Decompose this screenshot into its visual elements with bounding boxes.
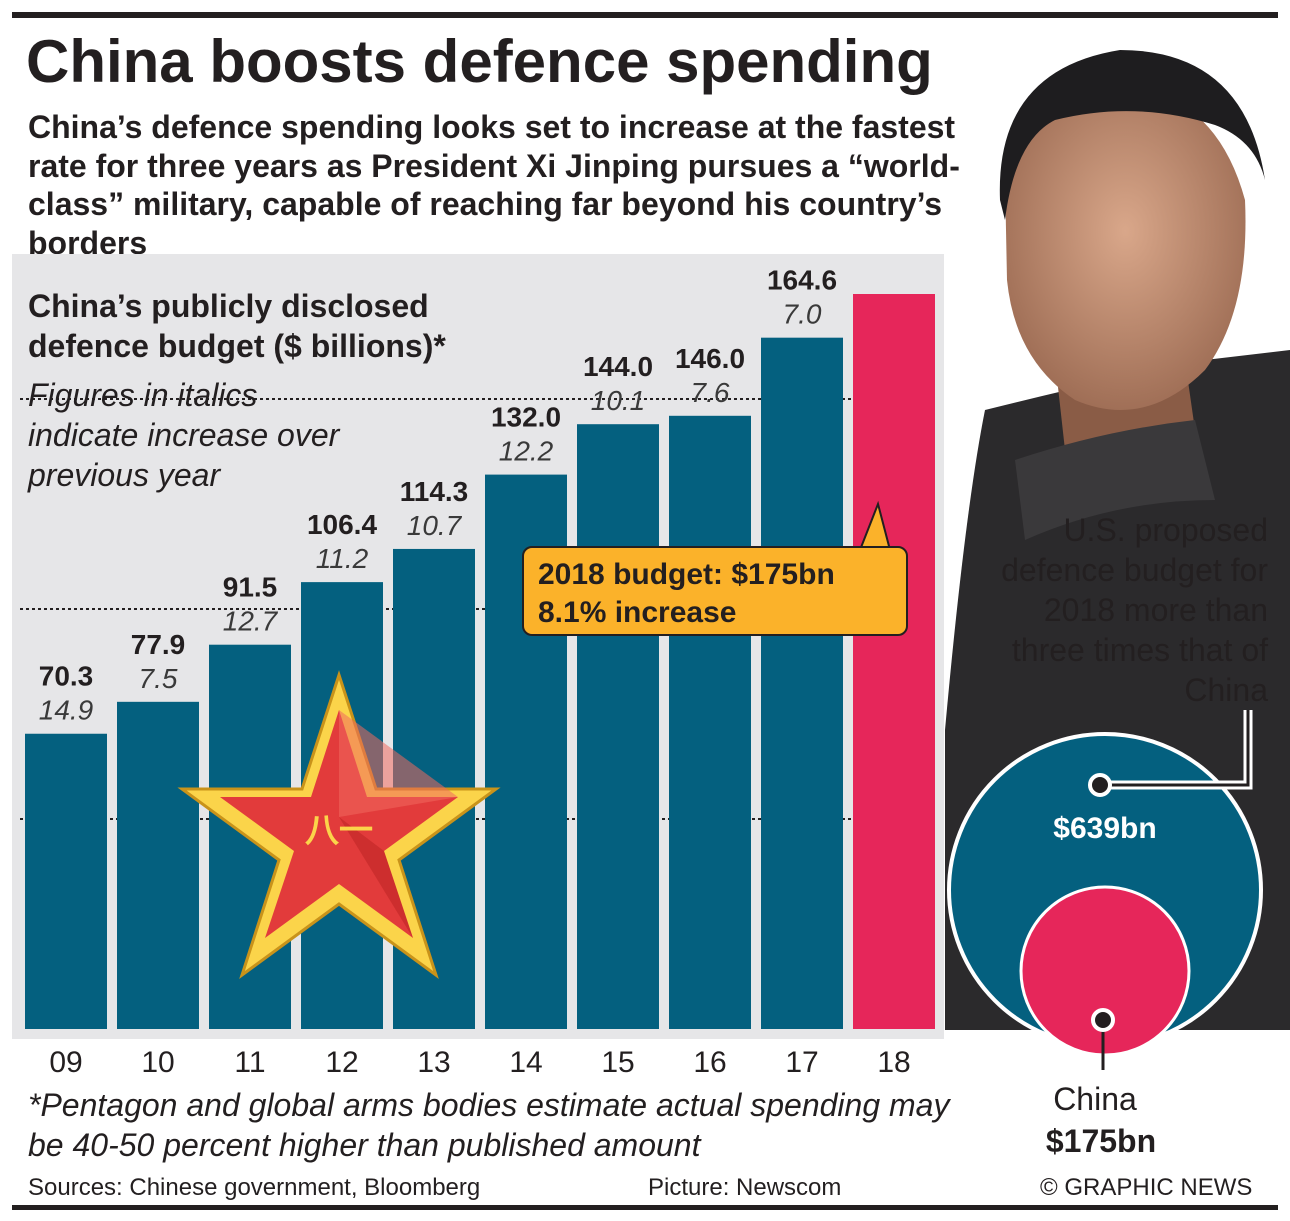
value-label: 70.3 — [39, 661, 94, 692]
us-comparison-text: U.S. proposed defence budget for 2018 mo… — [980, 510, 1268, 710]
increase-label: 10.7 — [407, 510, 463, 541]
bottom-rule — [12, 1205, 1278, 1210]
sources: Sources: Chinese government, Bloomberg — [28, 1174, 480, 1202]
increase-label: 12.7 — [223, 606, 279, 637]
footnote: *Pentagon and global arms bodies estimat… — [28, 1085, 988, 1165]
bar-15 — [577, 424, 659, 1029]
us-budget-value: $639bn — [1040, 812, 1170, 846]
copyright: © GRAPHIC NEWS — [1040, 1174, 1252, 1202]
italic-note: Figures in italics indicate increase ove… — [28, 375, 358, 495]
china-leader-dot — [1093, 1010, 1113, 1030]
value-label: 132.0 — [491, 402, 561, 433]
x-tick-label: 17 — [785, 1046, 818, 1079]
value-label: 106.4 — [307, 509, 377, 540]
x-tick-label: 18 — [877, 1046, 910, 1079]
increase-label: 12.2 — [499, 436, 554, 467]
value-label: 146.0 — [675, 343, 745, 374]
increase-label: 7.5 — [139, 663, 178, 694]
increase-label: 7.6 — [691, 377, 730, 408]
bar-17 — [761, 338, 843, 1029]
callout-line-1: 2018 budget: $175bn — [538, 556, 892, 594]
x-axis-labels: 09 10 11 12 13 14 15 16 17 18 — [49, 1046, 910, 1079]
x-tick-label: 16 — [693, 1046, 726, 1079]
value-label: 114.3 — [400, 476, 469, 507]
budget-comparison-circles — [940, 690, 1270, 1090]
picture-credit: Picture: Newscom — [648, 1174, 841, 1202]
china-budget-value: $175bn — [1036, 1123, 1166, 1160]
x-tick-label: 13 — [417, 1046, 450, 1079]
increase-label: 11.2 — [316, 543, 369, 574]
value-label: 91.5 — [223, 572, 278, 603]
callout-line-2: 8.1% increase — [538, 594, 892, 632]
bar-16 — [669, 416, 751, 1029]
bar-10 — [117, 702, 199, 1029]
emblem-text: 八一 — [305, 811, 373, 851]
increase-label: 14.9 — [39, 695, 94, 726]
x-tick-label: 12 — [325, 1046, 358, 1079]
x-tick-label: 10 — [141, 1046, 174, 1079]
face-shape — [1005, 85, 1246, 410]
bar-09 — [25, 734, 107, 1029]
x-tick-label: 09 — [49, 1046, 82, 1079]
value-label: 144.0 — [583, 351, 653, 382]
bar-18 — [853, 294, 935, 1029]
chart-heading: China’s publicly disclosed defence budge… — [28, 286, 548, 366]
increase-label: 10.1 — [591, 385, 646, 416]
x-tick-label: 15 — [601, 1046, 634, 1079]
china-budget-label: China — [1040, 1081, 1150, 1118]
increase-label: 7.0 — [783, 299, 822, 330]
value-label: 164.6 — [767, 265, 837, 296]
x-tick-label: 14 — [509, 1046, 542, 1079]
us-leader-dot — [1090, 775, 1110, 795]
x-tick-label: 11 — [234, 1046, 265, 1079]
callout-pointer — [820, 500, 900, 552]
value-label: 77.9 — [131, 629, 186, 660]
budget-callout: 2018 budget: $175bn 8.1% increase — [522, 546, 908, 636]
